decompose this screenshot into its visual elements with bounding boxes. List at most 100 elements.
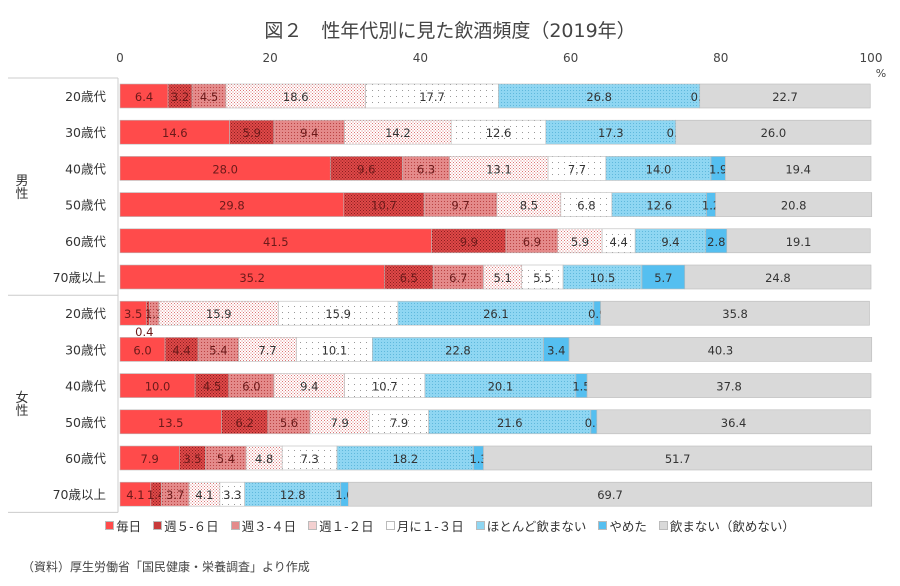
- data-label: 5.5: [533, 271, 551, 285]
- data-label: 5.4: [217, 452, 235, 466]
- data-label: 14.6: [162, 126, 188, 140]
- data-label: 1.4: [147, 488, 165, 502]
- data-label: 5.6: [280, 416, 298, 430]
- legend-label: 週３-４日: [241, 519, 297, 534]
- bar-segment: [483, 445, 873, 471]
- data-label: 40.3: [708, 343, 734, 357]
- data-label: 10.7: [372, 380, 398, 394]
- legend-label: 飲まない（飲めない）: [669, 519, 795, 534]
- bar-segment: [601, 228, 636, 254]
- legend-item: 週５-６日: [153, 516, 219, 535]
- data-label: 37.8: [716, 380, 742, 394]
- legend-swatch: [598, 521, 608, 530]
- bar-segment: [309, 409, 370, 435]
- bar-segment: [397, 300, 595, 326]
- legend-item: 週３-４日: [230, 516, 297, 535]
- data-label: 13.5: [158, 416, 184, 430]
- data-label: 22.8: [445, 343, 471, 357]
- data-label: 20.8: [781, 199, 807, 213]
- data-label: 2.8: [707, 235, 725, 249]
- data-label: 21.6: [497, 416, 523, 430]
- bar-segment: [329, 156, 403, 181]
- bar-segment: [348, 481, 873, 507]
- data-label: 19.1: [786, 235, 812, 249]
- bar-segment: [281, 445, 338, 471]
- data-label: 3.4: [547, 343, 565, 357]
- bar-segment: [296, 337, 373, 362]
- unit-label: %: [876, 67, 886, 80]
- bar-segment: [684, 264, 872, 290]
- bar-segment: [498, 83, 701, 109]
- x-tick-label: 20: [263, 51, 278, 65]
- legend-item: 毎日: [105, 516, 141, 535]
- data-label: 9.6: [357, 162, 375, 176]
- bar-segment: [119, 264, 385, 290]
- bar-segment: [450, 119, 547, 145]
- bar-segment: [586, 373, 872, 398]
- data-label: 12.6: [646, 199, 672, 213]
- legend: 毎日 週５-６日 週３-４日 週１-２日 月に１-３日 ほとんど飲まない やめた 飲まない（飲…: [0, 516, 900, 535]
- legend-swatch: [308, 521, 318, 530]
- bar-segment: [228, 373, 275, 398]
- legend-label: 週１-２日: [319, 519, 374, 534]
- data-label: 4.8: [255, 452, 273, 466]
- bar-segment: [336, 445, 475, 471]
- data-label: 4.5: [200, 90, 218, 104]
- data-label: 6.3: [417, 162, 435, 176]
- row-label: 20歳代: [65, 306, 106, 321]
- bar-segment: [119, 373, 196, 398]
- data-label: 9.4: [661, 235, 679, 249]
- group-label: 男性: [13, 174, 29, 200]
- x-tick-label: 60: [563, 51, 578, 65]
- data-label: 3.2: [171, 90, 189, 104]
- data-label: 12.8: [280, 488, 306, 502]
- data-label: 1.3: [145, 307, 163, 321]
- legend-swatch: [658, 521, 668, 530]
- row-label: 30歳代: [65, 342, 106, 357]
- bar-segment: [119, 83, 169, 109]
- bar-segment: [164, 337, 199, 362]
- data-label: 5.9: [243, 126, 261, 140]
- data-label: 28.0: [212, 162, 238, 176]
- data-label: 1.9: [709, 162, 727, 176]
- group-label: 女性: [13, 390, 29, 417]
- data-label: 3.5: [124, 307, 142, 321]
- bar-segment: [545, 119, 677, 145]
- x-tick-label: 0: [116, 51, 124, 65]
- data-label: 9.9: [460, 235, 478, 249]
- data-label: 13.1: [486, 162, 512, 176]
- bar-segment: [119, 192, 345, 217]
- legend-label: 毎日: [116, 519, 142, 534]
- data-label: 18.2: [393, 452, 419, 466]
- data-label: 7.9: [390, 416, 408, 430]
- data-label: 26.0: [761, 126, 787, 140]
- legend-label: ほとんど飲まない: [486, 519, 587, 534]
- legend-item: 月に１-３日: [385, 516, 464, 535]
- bar-segment: [244, 481, 342, 507]
- data-label: 24.8: [765, 271, 791, 285]
- bar-segment: [119, 337, 166, 362]
- data-label: 15.9: [325, 307, 351, 321]
- bar-segment: [402, 156, 450, 181]
- data-label: 4.4: [610, 235, 628, 249]
- bar-segment: [699, 83, 871, 109]
- data-label: 10.5: [590, 271, 616, 285]
- bar-segment: [423, 192, 498, 217]
- data-label: 9.7: [451, 199, 469, 213]
- data-label: 14.0: [646, 162, 672, 176]
- bar-segment: [191, 83, 227, 109]
- bar-segment: [119, 445, 180, 471]
- chart-title: 図２ 性年代別に見た飲酒頻度（2019年）: [264, 20, 636, 42]
- data-label: 1.5: [572, 380, 590, 394]
- bar-segment: [431, 228, 507, 254]
- data-label: 6.5: [400, 271, 418, 285]
- legend-swatch: [105, 521, 115, 530]
- row-label: 50歳代: [65, 198, 106, 213]
- data-label: 6.8: [577, 199, 595, 213]
- data-label: 7.9: [331, 416, 349, 430]
- data-label: 26.8: [586, 90, 612, 104]
- bar-segment: [119, 156, 331, 181]
- data-label: 3.7: [166, 488, 184, 502]
- data-label: 0.4: [135, 325, 153, 339]
- data-label: 29.8: [219, 199, 245, 213]
